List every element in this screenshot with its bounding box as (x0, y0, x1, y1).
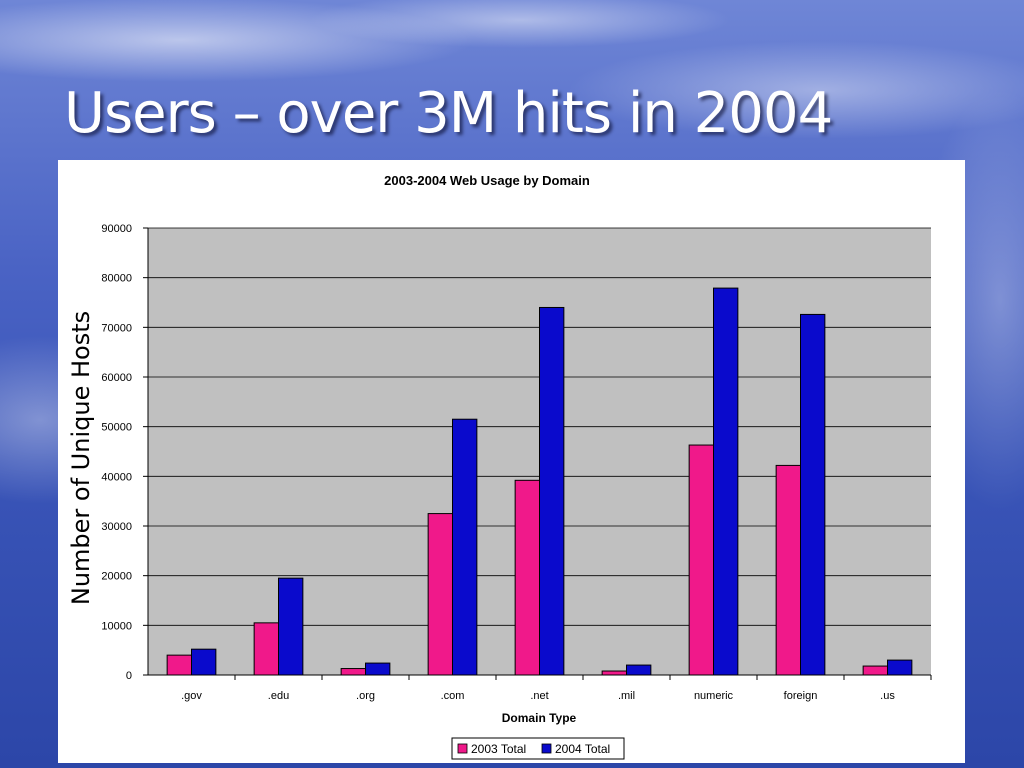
y-tick-label-6: 60000 (101, 372, 132, 384)
bar-com-2003 (427, 513, 454, 676)
bar-mil-2004 (626, 664, 652, 676)
bar-us-2003 (862, 665, 889, 676)
y-tick-label-8: 80000 (101, 273, 132, 285)
bar-foreign-2004 (800, 313, 826, 676)
bar-edu-2003 (253, 622, 279, 676)
y-tick-label-4: 40000 (101, 471, 132, 483)
x-tick-label-7: foreign (784, 690, 818, 702)
bar-numeric-2004 (713, 287, 739, 676)
bar-net-2003 (514, 479, 541, 676)
y-tick-label-7: 70000 (101, 322, 132, 334)
y-tick-label-1: 10000 (101, 620, 132, 632)
y-tick-labels: 0 10000 20000 30000 40000 50000 60000 70000 8000… (101, 223, 148, 682)
x-axis-title: Domain Type (502, 711, 577, 725)
legend-label-2003: 2003 Total (471, 742, 526, 756)
bar-org-2003 (340, 668, 367, 676)
x-tick-label-4: .net (530, 690, 548, 702)
bar-gov-2004 (191, 648, 217, 676)
legend-label-2004: 2004 Total (555, 742, 610, 756)
y-tick-label-9: 90000 (101, 223, 132, 235)
y-tick-label-0: 0 (126, 670, 132, 682)
slide-title: Users – over 3M hits in 2004 (64, 81, 833, 146)
bar-us-2004 (887, 659, 913, 676)
bar-foreign-2003 (775, 464, 802, 676)
bar-gov-2003 (166, 654, 192, 676)
legend-swatch-2004 (541, 743, 552, 754)
legend-box (451, 737, 625, 760)
y-tick-label-2: 20000 (101, 571, 132, 583)
y-axis-title: Number of Unique Hosts (67, 310, 95, 606)
legend-swatch-2003 (457, 743, 468, 754)
x-tick-label-5: .mil (618, 690, 635, 702)
x-tick-label-3: .com (441, 690, 465, 702)
legend: 2003 Total 2004 Total (451, 737, 625, 760)
x-tick-label-6: numeric (694, 690, 734, 702)
x-tick-labels: .gov .edu .org .com .net .mil numeric foreign .u… (181, 675, 932, 702)
bars (166, 287, 913, 676)
y-tick-label-5: 50000 (101, 422, 132, 434)
bar-edu-2004 (278, 577, 304, 676)
bar-org-2004 (365, 662, 391, 676)
bar-mil-2003 (601, 670, 628, 676)
bar-com-2004 (452, 418, 478, 676)
x-tick-label-2: .org (356, 690, 375, 702)
x-tick-label-0: .gov (181, 690, 202, 702)
bar-numeric-2003 (688, 444, 715, 676)
x-tick-label-8: .us (880, 690, 895, 702)
x-tick-label-1: .edu (268, 690, 289, 702)
chart-title: 2003-2004 Web Usage by Domain (384, 173, 590, 188)
y-tick-label-3: 30000 (101, 521, 132, 533)
bar-net-2004 (539, 306, 565, 676)
